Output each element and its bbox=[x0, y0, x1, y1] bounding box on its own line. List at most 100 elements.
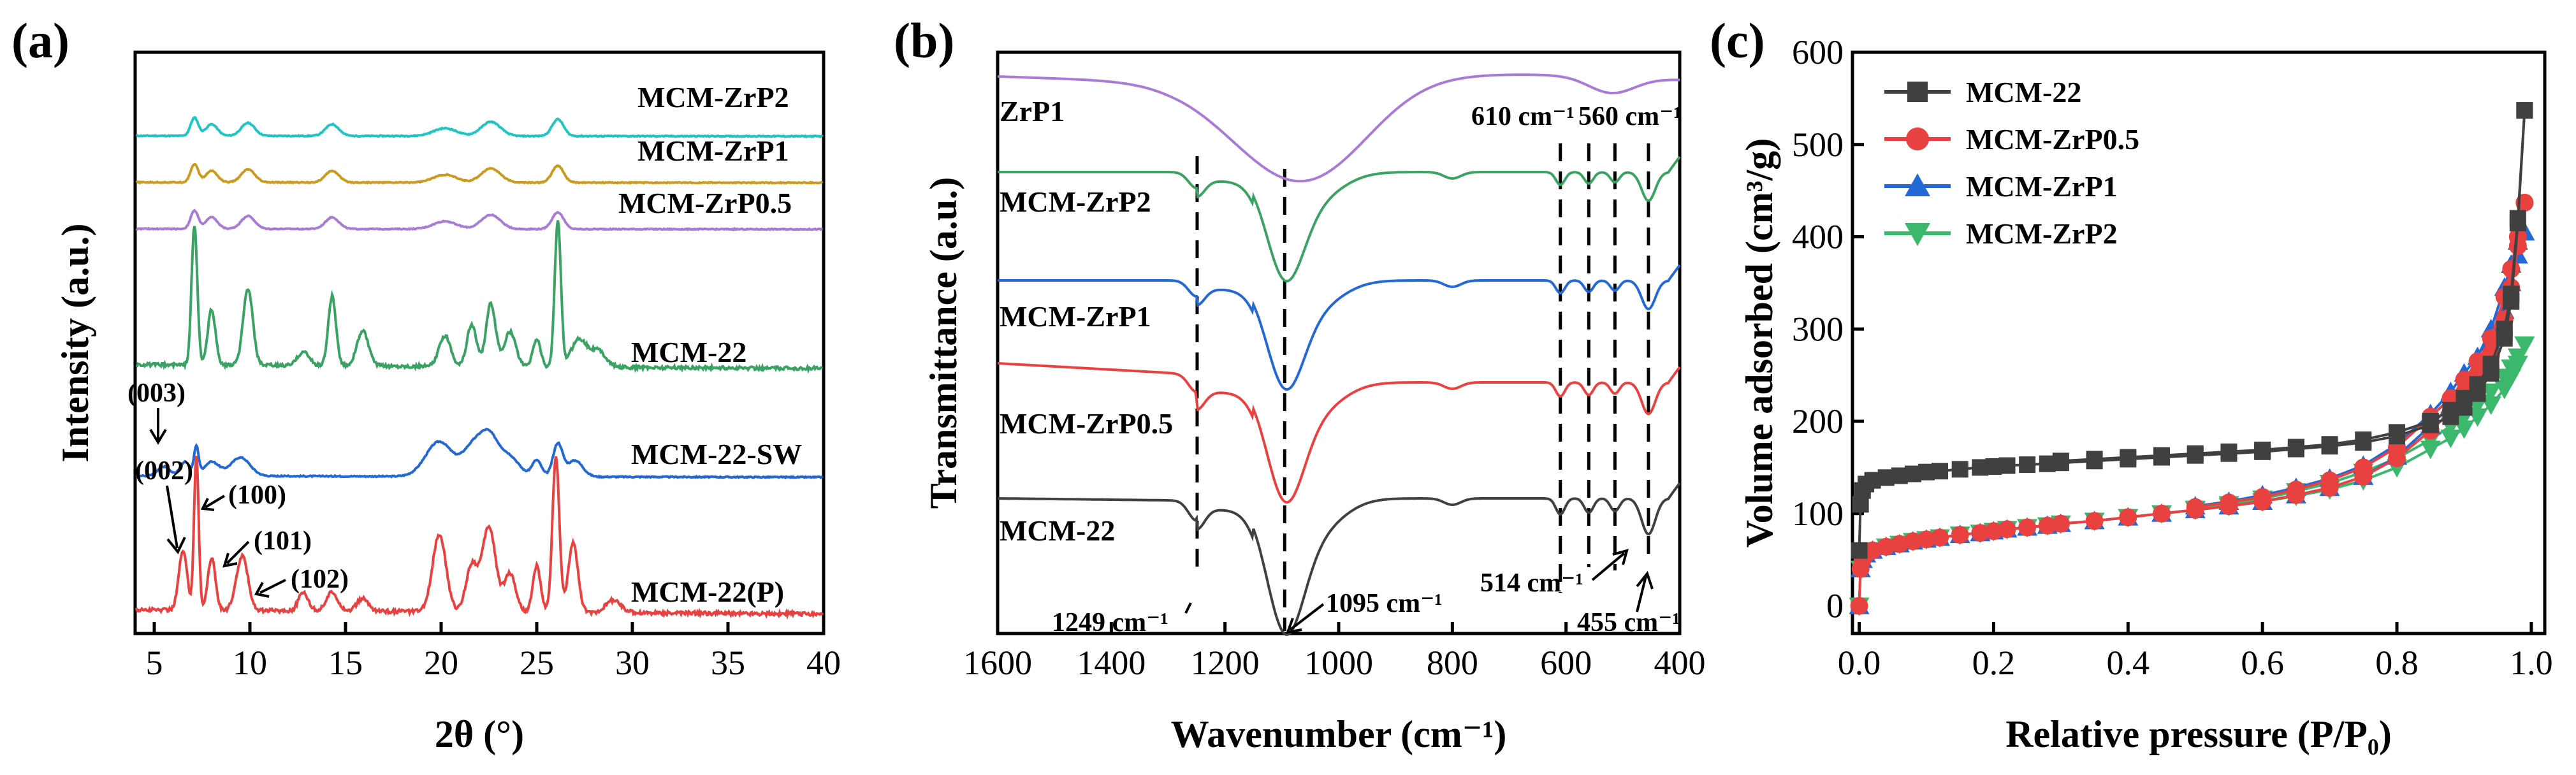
ftir-trace-mcm-zrp0-5 bbox=[997, 362, 1681, 504]
annot-101: (101) bbox=[254, 526, 312, 556]
annot-560: 560 cm⁻¹ bbox=[1578, 102, 1682, 131]
b-x-tick-label: 1600 bbox=[963, 644, 1032, 682]
c-y-tick-label: 500 bbox=[1792, 126, 1844, 164]
desorption-point bbox=[2253, 488, 2272, 506]
c-y-tick-label: 600 bbox=[1792, 33, 1844, 71]
adsorption-point bbox=[1852, 496, 1869, 513]
adsorption-point bbox=[1917, 530, 1935, 549]
isotherm-mcm-zrp0-5 bbox=[1850, 193, 2534, 615]
desorption-point bbox=[2503, 286, 2520, 303]
adsorption-line bbox=[1858, 202, 2526, 606]
adsorption-point bbox=[2019, 456, 2036, 474]
arrow-100 bbox=[200, 495, 226, 511]
panel-b-band-markers bbox=[1195, 143, 1650, 631]
panel-c-ticks: 0.0 0.2 0.4 0.6 0.8 1.0 0 100 200 300 400 500 600 bbox=[1792, 33, 2553, 682]
adsorption-point bbox=[2051, 514, 2070, 533]
desorption-point bbox=[2320, 471, 2339, 489]
desorption-point bbox=[2516, 102, 2533, 119]
a-x-tick-label: 20 bbox=[424, 644, 458, 682]
desorption-point bbox=[2469, 376, 2486, 393]
arrow-455 bbox=[1636, 570, 1654, 612]
ftir-trace-mcm-zrp2 bbox=[998, 156, 1681, 282]
adsorption-point bbox=[2480, 396, 2501, 415]
adsorption-point bbox=[1903, 532, 1922, 551]
desorption-point bbox=[2442, 402, 2459, 419]
panel-b-x-axis-label: Wavenumber (cm⁻¹) bbox=[1171, 713, 1507, 755]
arrow-102 bbox=[254, 579, 286, 598]
panel-c-y-axis-label: Volume adsorbed (cm³/g) bbox=[1738, 138, 1780, 547]
c-y-tick-label: 0 bbox=[1826, 587, 1844, 625]
c-x-tick-label: 0.0 bbox=[1838, 644, 1881, 682]
ftir-trace-mcm-zrp1 bbox=[998, 264, 1681, 391]
panel-c-x-axis-label: Relative pressure (P/P₀) bbox=[2005, 713, 2392, 755]
panel-b-label: (b) bbox=[894, 13, 954, 68]
c-x-tick-label: 0.8 bbox=[2375, 644, 2419, 682]
xrd-trace-mcm-22 bbox=[135, 220, 823, 374]
c-y-tick-label: 200 bbox=[1792, 402, 1844, 440]
desorption-point bbox=[2287, 481, 2305, 499]
a-x-tick-label: 30 bbox=[615, 644, 650, 682]
series-label-mcm-zrp0-5: MCM-ZrP0.5 bbox=[618, 187, 792, 219]
desorption-point bbox=[2502, 260, 2521, 279]
annot-1249: 1249 cm⁻¹ bbox=[1052, 608, 1168, 637]
panel-a-x-axis-label: 2θ (°) bbox=[435, 713, 524, 755]
adsorption-point bbox=[1932, 463, 1949, 480]
desorption-point bbox=[2187, 445, 2204, 462]
adsorption-point bbox=[2085, 512, 2104, 530]
c-y-tick-label: 300 bbox=[1792, 310, 1844, 348]
isotherm-mcm-22 bbox=[1851, 102, 2533, 559]
desorption-point bbox=[2321, 436, 2338, 453]
series-label-mcm-22-sw: MCM-22-SW bbox=[631, 438, 802, 470]
desorption-point bbox=[2422, 413, 2439, 430]
annot-100: (100) bbox=[228, 481, 286, 510]
panel-a-label: (a) bbox=[11, 13, 69, 68]
ftir-trace-zrp1 bbox=[997, 73, 1680, 183]
xrd-trace-mcm-zrp2 bbox=[136, 116, 824, 138]
annot-002: (002) bbox=[135, 456, 193, 486]
adsorption-point bbox=[1998, 520, 2016, 539]
series-label-mcm-22: MCM-22 bbox=[631, 336, 746, 368]
xrd-trace-mcm-22-p bbox=[135, 456, 824, 620]
desorption-point bbox=[2354, 458, 2373, 477]
series-label-b-mcm-zrp1: MCM-ZrP1 bbox=[1000, 300, 1151, 333]
adsorption-point bbox=[1984, 522, 2003, 540]
panel-c-legend: MCM-22 MCM-ZrP0.5 MCM-ZrP1 MCM-ZrP2 bbox=[1884, 76, 2139, 250]
a-x-tick-label: 5 bbox=[146, 644, 163, 682]
panel-b-x-ticks: 1600 1400 1200 1000 800 600 400 bbox=[963, 622, 1706, 682]
desorption-point bbox=[2220, 493, 2238, 512]
desorption-point bbox=[2254, 441, 2271, 458]
arrow-1095 bbox=[1285, 603, 1325, 634]
legend-marker-mcm-zrp1 bbox=[1905, 173, 1930, 196]
c-y-tick-label: 400 bbox=[1792, 218, 1844, 256]
a-x-tick-label: 25 bbox=[520, 644, 554, 682]
a-x-tick-label: 35 bbox=[711, 644, 745, 682]
desorption-point bbox=[2389, 424, 2406, 441]
panel-c-isotherm-traces bbox=[1849, 102, 2535, 616]
annot-102: (102) bbox=[291, 565, 349, 594]
legend-label-mcm-zrp2: MCM-ZrP2 bbox=[1966, 217, 2118, 250]
desorption-point bbox=[2120, 449, 2137, 466]
arrow-1249 bbox=[1184, 602, 1192, 614]
adsorption-point bbox=[1931, 528, 1949, 547]
adsorption-point bbox=[1890, 535, 1909, 553]
desorption-point bbox=[2482, 329, 2500, 347]
b-x-tick-label: 400 bbox=[1654, 644, 1706, 682]
legend-marker-mcm-zrp0-5 bbox=[1906, 127, 1929, 150]
arrow-002 bbox=[166, 485, 186, 554]
c-x-tick-label: 0.6 bbox=[2241, 644, 2284, 682]
adsorption-point bbox=[2153, 504, 2171, 523]
adsorption-point bbox=[1951, 461, 1968, 478]
desorption-point bbox=[2052, 453, 2069, 470]
desorption-point bbox=[2482, 356, 2500, 373]
panel-a-traces bbox=[135, 116, 824, 620]
adsorption-point bbox=[1998, 457, 2016, 474]
annot-610: 610 cm⁻¹ bbox=[1471, 102, 1575, 131]
panel-c-label: (c) bbox=[1710, 13, 1765, 68]
adsorption-point bbox=[2454, 420, 2475, 439]
a-x-tick-label: 10 bbox=[233, 644, 267, 682]
a-x-tick-label: 15 bbox=[328, 644, 363, 682]
legend-label-mcm-zrp0-5: MCM-ZrP0.5 bbox=[1966, 123, 2139, 156]
b-x-tick-label: 1200 bbox=[1191, 644, 1260, 682]
panel-a-frame bbox=[133, 50, 826, 635]
